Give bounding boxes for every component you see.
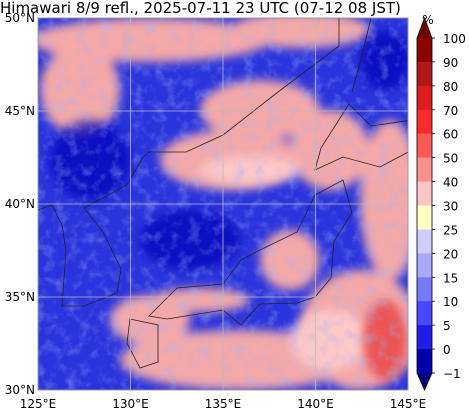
colorbar-segment <box>417 85 432 111</box>
colorbar-segment <box>417 181 432 206</box>
lat-label: 40°N <box>5 197 35 211</box>
colorbar-label: 15 <box>443 271 458 285</box>
lat-label: 35°N <box>5 290 35 304</box>
colorbar-label: 50 <box>443 152 458 166</box>
lat-label: 50°N <box>5 11 35 25</box>
colorbar-label: 70 <box>443 104 458 118</box>
colorbar-label: 10 <box>443 295 458 309</box>
colorbar-label: 30 <box>443 200 458 214</box>
colorbar-label: 20 <box>443 247 458 261</box>
colorbar-unit: % <box>422 13 433 27</box>
lon-label: 135°E <box>205 397 242 409</box>
colorbar-label: 0 <box>443 343 451 357</box>
colorbar-label: 90 <box>443 56 458 70</box>
lon-label: 130°E <box>112 397 149 409</box>
colorbar-segment <box>417 38 432 63</box>
colorbar-segment <box>417 157 432 182</box>
colorbar-segment <box>417 229 432 254</box>
colorbar-segment <box>417 133 432 158</box>
colorbar-segment <box>417 349 432 374</box>
colorbar-label: 60 <box>443 128 458 142</box>
colorbar-label: 100 <box>443 32 466 46</box>
colorbar-extend <box>417 373 432 390</box>
colorbar-extend <box>417 18 432 38</box>
colorbar-label: 5 <box>443 319 451 333</box>
colorbar-label: −1 <box>443 367 461 381</box>
colorbar-segment <box>417 325 432 350</box>
lon-label: 125°E <box>20 397 57 409</box>
colorbar-label: 25 <box>443 223 458 237</box>
colorbar-segment <box>417 253 432 278</box>
colorbar-label: 80 <box>443 80 458 94</box>
colorbar-segment <box>417 301 432 326</box>
lon-label: 145°E <box>390 397 427 409</box>
satellite-image <box>38 18 408 390</box>
lon-label: 140°E <box>297 397 334 409</box>
map-title: Himawari 8/9 refl., 2025-07-11 23 UTC (0… <box>0 0 401 17</box>
colorbar-segment <box>417 277 432 302</box>
colorbar-segment <box>417 61 432 87</box>
colorbar-segment <box>417 205 432 230</box>
colorbar-label: 40 <box>443 176 458 190</box>
lat-label: 30°N <box>5 383 35 397</box>
lat-label: 45°N <box>5 104 35 118</box>
colorbar-segment <box>417 109 432 135</box>
